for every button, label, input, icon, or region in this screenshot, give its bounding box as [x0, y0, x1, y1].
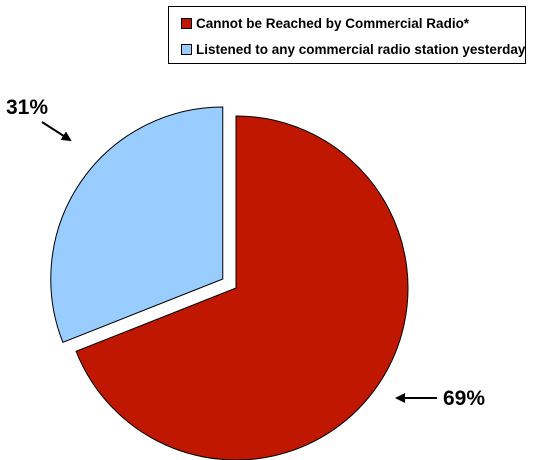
data-label-69: 69%	[443, 387, 485, 410]
legend-item-listened-yesterday: Listened to any commercial radio station…	[181, 40, 525, 58]
legend-label-listened-yesterday: Listened to any commercial radio station…	[196, 41, 526, 57]
pie-slice-cannot-be-reached	[75, 115, 409, 460]
pie-slices	[50, 106, 409, 460]
arrow-31	[41, 121, 72, 142]
legend-label-cannot-be-reached: Cannot be Reached by Commercial Radio*	[196, 15, 470, 31]
pie-slice-listened-yesterday	[50, 106, 224, 343]
chart-legend: Cannot be Reached by Commercial Radio* L…	[168, 6, 526, 64]
legend-item-cannot-be-reached: Cannot be Reached by Commercial Radio*	[181, 14, 469, 32]
legend-swatch-red	[181, 17, 192, 29]
data-label-31: 31%	[6, 96, 48, 119]
legend-swatch-blue	[181, 43, 192, 55]
